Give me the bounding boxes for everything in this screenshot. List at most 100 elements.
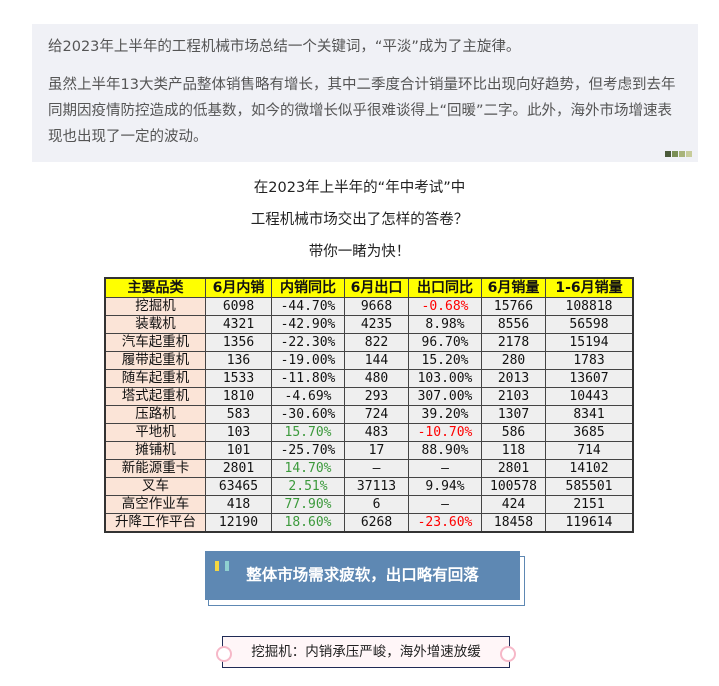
value-cell: 13607: [545, 369, 634, 388]
intro-box: 给2023年上半年的工程机械市场总结一个关键词，“平淡”成为了主旋律。 虽然上半…: [32, 24, 698, 162]
value-cell: 424: [481, 495, 546, 514]
value-cell: -44.70%: [271, 297, 345, 316]
value-cell: 63465: [205, 477, 272, 496]
value-cell: 1783: [545, 351, 634, 370]
table-row: 汽车起重机 1356 -22.30% 822 96.70% 2178 15194: [104, 333, 634, 352]
table-row: 高空作业车 418 77.90% 6—424 2151: [104, 495, 634, 514]
category-cell: 履带起重机: [104, 351, 206, 370]
value-cell: 39.20%: [408, 405, 482, 424]
value-cell: 6268: [344, 513, 409, 533]
value-cell: 293: [344, 387, 409, 406]
table-row: 随车起重机 1533 -11.80% 480 103.00% 2013 13607: [104, 369, 634, 388]
value-cell: 15766: [481, 297, 546, 316]
subsection-box: 挖掘机：内销承压严峻，海外增速放缓: [216, 636, 516, 668]
value-cell: 586: [481, 423, 546, 442]
category-cell: 汽车起重机: [104, 333, 206, 352]
category-cell: 随车起重机: [104, 369, 206, 388]
quote-mark-icon: [225, 561, 229, 571]
value-cell: 3685: [545, 423, 634, 442]
value-cell: 88.90%: [408, 441, 482, 460]
value-cell: 108818: [545, 297, 634, 316]
table-row: 升降工作平台 12190 18.60% 6268 -23.60% 18458 119614: [104, 513, 634, 533]
column-header: 6月出口: [344, 277, 409, 298]
value-cell: -30.60%: [271, 405, 345, 424]
value-cell: -0.68%: [408, 297, 482, 316]
value-cell: -10.70%: [408, 423, 482, 442]
intro-paragraph-1: 给2023年上半年的工程机械市场总结一个关键词，“平淡”成为了主旋律。: [48, 39, 521, 55]
value-cell: 4235: [344, 315, 409, 334]
table-row: 装载机 4321 -42.90% 4235 8.98% 8556 56598: [104, 315, 634, 334]
value-cell: 9.94%: [408, 477, 482, 496]
value-cell: 307.00%: [408, 387, 482, 406]
column-header: 1-6月销量: [545, 277, 634, 298]
category-cell: 叉车: [104, 477, 206, 496]
intro-paragraph-2: 虽然上半年13大类产品整体销售略有增长，其中二季度合计销量环比出现向好趋势，但考…: [48, 77, 676, 145]
column-header: 主要品类: [104, 277, 206, 298]
table-row: 挖掘机 6098 -44.70% 9668 -0.68% 15766 108818: [104, 297, 634, 316]
value-cell: 96.70%: [408, 333, 482, 352]
section-banner: 整体市场需求疲软，出口略有回落: [205, 551, 520, 600]
decorative-dots-icon: [665, 151, 692, 157]
value-cell: 103: [205, 423, 272, 442]
value-cell: 724: [344, 405, 409, 424]
column-header: 内销同比: [271, 277, 345, 298]
headline-line-3: 带你一睹为快！: [308, 244, 411, 260]
column-header: 6月销量: [481, 277, 546, 298]
value-cell: 18458: [481, 513, 546, 533]
table-row: 摊铺机 101 -25.70% 17 88.90% 118 714: [104, 441, 634, 460]
headline-line-1: 在2023年上半年的“年中考试”中: [253, 180, 466, 196]
value-cell: 100578: [481, 477, 546, 496]
value-cell: 103.00%: [408, 369, 482, 388]
value-cell: 12190: [205, 513, 272, 533]
table-row: 压路机 583 -30.60% 724 39.20% 1307 8341: [104, 405, 634, 424]
value-cell: 1356: [205, 333, 272, 352]
value-cell: 1307: [481, 405, 546, 424]
value-cell: -25.70%: [271, 441, 345, 460]
value-cell: 1810: [205, 387, 272, 406]
value-cell: 17: [344, 441, 409, 460]
value-cell: 280: [481, 351, 546, 370]
value-cell: 6: [344, 495, 409, 514]
heart-icon: [216, 646, 232, 662]
value-cell: 101: [205, 441, 272, 460]
category-cell: 平地机: [104, 423, 206, 442]
value-cell: 2151: [545, 495, 634, 514]
table-row: 新能源重卡 2801 14.70% — —2801 14102: [104, 459, 634, 478]
table-row: 塔式起重机 1810 -4.69% 293 307.00% 2103 10443: [104, 387, 634, 406]
value-cell: 15.20%: [408, 351, 482, 370]
section-title: 整体市场需求疲软，出口略有回落: [246, 566, 479, 584]
value-cell: 483: [344, 423, 409, 442]
value-cell: 2801: [205, 459, 272, 478]
value-cell: 18.60%: [271, 513, 345, 533]
heart-icon: [500, 646, 516, 662]
table-row: 履带起重机 136 -19.00% 144 15.20% 280 1783: [104, 351, 634, 370]
category-cell: 挖掘机: [104, 297, 206, 316]
value-cell: 15194: [545, 333, 634, 352]
value-cell: -23.60%: [408, 513, 482, 533]
value-cell: 4321: [205, 315, 272, 334]
value-cell: 6098: [205, 297, 272, 316]
value-cell: -19.00%: [271, 351, 345, 370]
value-cell: 1533: [205, 369, 272, 388]
value-cell: 8.98%: [408, 315, 482, 334]
value-cell: 14102: [545, 459, 634, 478]
value-cell: 2801: [481, 459, 546, 478]
value-cell: 2.51%: [271, 477, 345, 496]
value-cell: -4.69%: [271, 387, 345, 406]
sales-table: 主要品类 6月内销 内销同比 6月出口 出口同比 6月销量 1-6月销量 挖掘机 6098 -4…: [104, 277, 634, 533]
value-cell: -11.80%: [271, 369, 345, 388]
value-cell: 56598: [545, 315, 634, 334]
category-cell: 新能源重卡: [104, 459, 206, 478]
category-cell: 压路机: [104, 405, 206, 424]
value-cell: —: [408, 459, 482, 478]
value-cell: —: [344, 459, 409, 478]
value-cell: 77.90%: [271, 495, 345, 514]
value-cell: 822: [344, 333, 409, 352]
table-row: 平地机 103 15.70% 483 -10.70% 586 3685: [104, 423, 634, 442]
value-cell: 8341: [545, 405, 634, 424]
quote-mark-icon: [215, 561, 219, 571]
category-cell: 装载机: [104, 315, 206, 334]
column-header: 6月内销: [205, 277, 272, 298]
value-cell: 119614: [545, 513, 634, 533]
value-cell: 714: [545, 441, 634, 460]
